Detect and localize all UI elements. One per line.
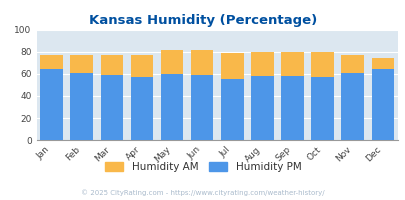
Bar	[281, 76, 303, 140]
Bar	[70, 73, 93, 140]
Bar	[250, 76, 273, 140]
Bar	[130, 55, 153, 77]
Bar	[250, 52, 273, 76]
Bar	[130, 77, 153, 140]
Bar	[70, 55, 93, 73]
Bar	[100, 75, 123, 140]
Bar	[160, 74, 183, 140]
Bar	[40, 68, 63, 140]
Bar	[311, 77, 333, 140]
Legend: Humidity AM, Humidity PM: Humidity AM, Humidity PM	[104, 162, 301, 172]
Bar	[371, 58, 393, 68]
Bar	[100, 55, 123, 75]
Bar	[341, 55, 363, 73]
Bar	[281, 52, 303, 76]
Bar	[220, 79, 243, 140]
Bar	[220, 53, 243, 79]
Text: © 2025 CityRating.com - https://www.cityrating.com/weather-history/: © 2025 CityRating.com - https://www.city…	[81, 189, 324, 196]
Bar	[311, 52, 333, 77]
Bar	[341, 73, 363, 140]
Bar	[190, 50, 213, 75]
Bar	[190, 75, 213, 140]
Bar	[371, 68, 393, 140]
Text: Kansas Humidity (Percentage): Kansas Humidity (Percentage)	[89, 14, 316, 27]
Bar	[40, 55, 63, 68]
Bar	[160, 50, 183, 74]
